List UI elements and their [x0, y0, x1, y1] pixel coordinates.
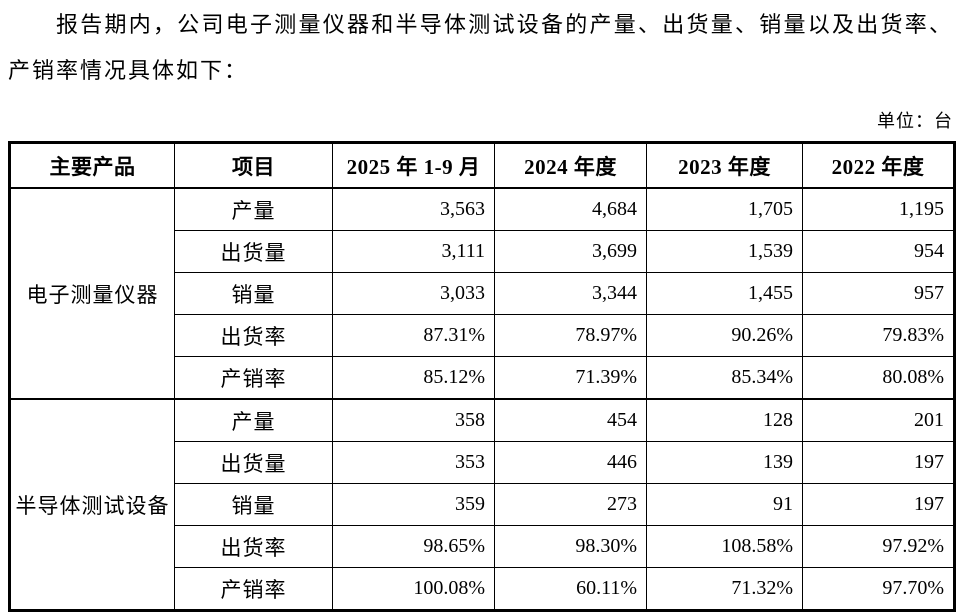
value-cell: 139 [646, 441, 803, 484]
value-cell: 71.32% [646, 567, 803, 611]
metric-label: 出货量 [174, 441, 333, 484]
value-cell: 90.26% [646, 314, 803, 357]
metric-label: 出货率 [174, 525, 333, 568]
col-header-2023: 2023 年度 [646, 142, 803, 189]
value-cell: 1,195 [802, 187, 955, 231]
value-cell: 197 [802, 483, 955, 526]
col-header-product: 主要产品 [9, 142, 175, 189]
metric-label: 出货率 [174, 314, 333, 357]
value-cell: 3,033 [332, 272, 495, 315]
metric-label: 产量 [174, 187, 333, 231]
value-cell: 60.11% [494, 567, 647, 611]
value-cell: 3,563 [332, 187, 495, 231]
metric-label: 销量 [174, 272, 333, 315]
value-cell: 97.92% [802, 525, 955, 568]
value-cell: 4,684 [494, 187, 647, 231]
product-group-label-semiconductor: 半导体测试设备 [9, 398, 175, 611]
table-row: 出货率 87.31% 78.97% 90.26% 79.83% [10, 314, 955, 357]
table-header: 主要产品 项目 2025 年 1-9 月 2024 年度 2023 年度 202… [9, 142, 955, 189]
unit-label: 单位：台 [877, 111, 953, 131]
intro-paragraph: 报告期内，公司电子测量仪器和半导体测试设备的产量、出货量、销量以及出货率、产销率… [8, 12, 953, 83]
value-cell: 85.34% [646, 356, 803, 400]
value-cell: 71.39% [494, 356, 647, 400]
table-row: 出货量 353 446 139 197 [10, 441, 955, 484]
col-header-item: 项目 [174, 142, 333, 189]
value-cell: 954 [802, 230, 955, 273]
metric-label: 产销率 [174, 567, 333, 611]
table-row: 产销率 100.08% 60.11% 71.32% 97.70% [10, 567, 955, 611]
value-cell: 85.12% [332, 356, 495, 400]
value-cell: 79.83% [802, 314, 955, 357]
value-cell: 454 [494, 398, 647, 442]
value-cell: 358 [332, 398, 495, 442]
value-cell: 359 [332, 483, 495, 526]
value-cell: 353 [332, 441, 495, 484]
value-cell: 201 [802, 398, 955, 442]
value-cell: 273 [494, 483, 647, 526]
value-cell: 91 [646, 483, 803, 526]
value-cell: 3,699 [494, 230, 647, 273]
value-cell: 446 [494, 441, 647, 484]
value-cell: 98.65% [332, 525, 495, 568]
table-row: 电子测量仪器 产量 3,563 4,684 1,705 1,195 [9, 187, 955, 400]
value-cell: 3,111 [332, 230, 495, 273]
metric-label: 产销率 [174, 356, 333, 400]
value-cell: 100.08% [332, 567, 495, 611]
production-sales-table: 主要产品 项目 2025 年 1-9 月 2024 年度 2023 年度 202… [8, 141, 956, 612]
value-cell: 1,455 [646, 272, 803, 315]
value-cell: 108.58% [646, 525, 803, 568]
value-cell: 128 [646, 398, 803, 442]
value-cell: 87.31% [332, 314, 495, 357]
value-cell: 80.08% [802, 356, 955, 400]
metric-label: 出货量 [174, 230, 333, 273]
value-cell: 197 [802, 441, 955, 484]
value-cell: 957 [802, 272, 955, 315]
col-header-2025: 2025 年 1-9 月 [332, 142, 495, 189]
col-header-2024: 2024 年度 [494, 142, 647, 189]
metric-label: 产量 [174, 398, 333, 442]
value-cell: 3,344 [494, 272, 647, 315]
header-row: 主要产品 项目 2025 年 1-9 月 2024 年度 2023 年度 202… [9, 142, 955, 189]
value-cell: 98.30% [494, 525, 647, 568]
table-row: 出货量 3,111 3,699 1,539 954 [10, 230, 955, 273]
col-header-2022: 2022 年度 [802, 142, 955, 189]
table-body: 电子测量仪器 产量 3,563 4,684 1,705 1,195 出货量 3,… [9, 187, 955, 611]
metric-label: 销量 [174, 483, 333, 526]
table-row: 半导体测试设备 产量 358 454 128 201 [9, 398, 955, 611]
value-cell: 78.97% [494, 314, 647, 357]
value-cell: 97.70% [802, 567, 955, 611]
value-cell: 1,539 [646, 230, 803, 273]
value-cell: 1,705 [646, 187, 803, 231]
table-row: 出货率 98.65% 98.30% 108.58% 97.92% [10, 525, 955, 568]
product-group-label-electronic: 电子测量仪器 [9, 187, 175, 400]
table-row: 销量 3,033 3,344 1,455 957 [10, 272, 955, 315]
